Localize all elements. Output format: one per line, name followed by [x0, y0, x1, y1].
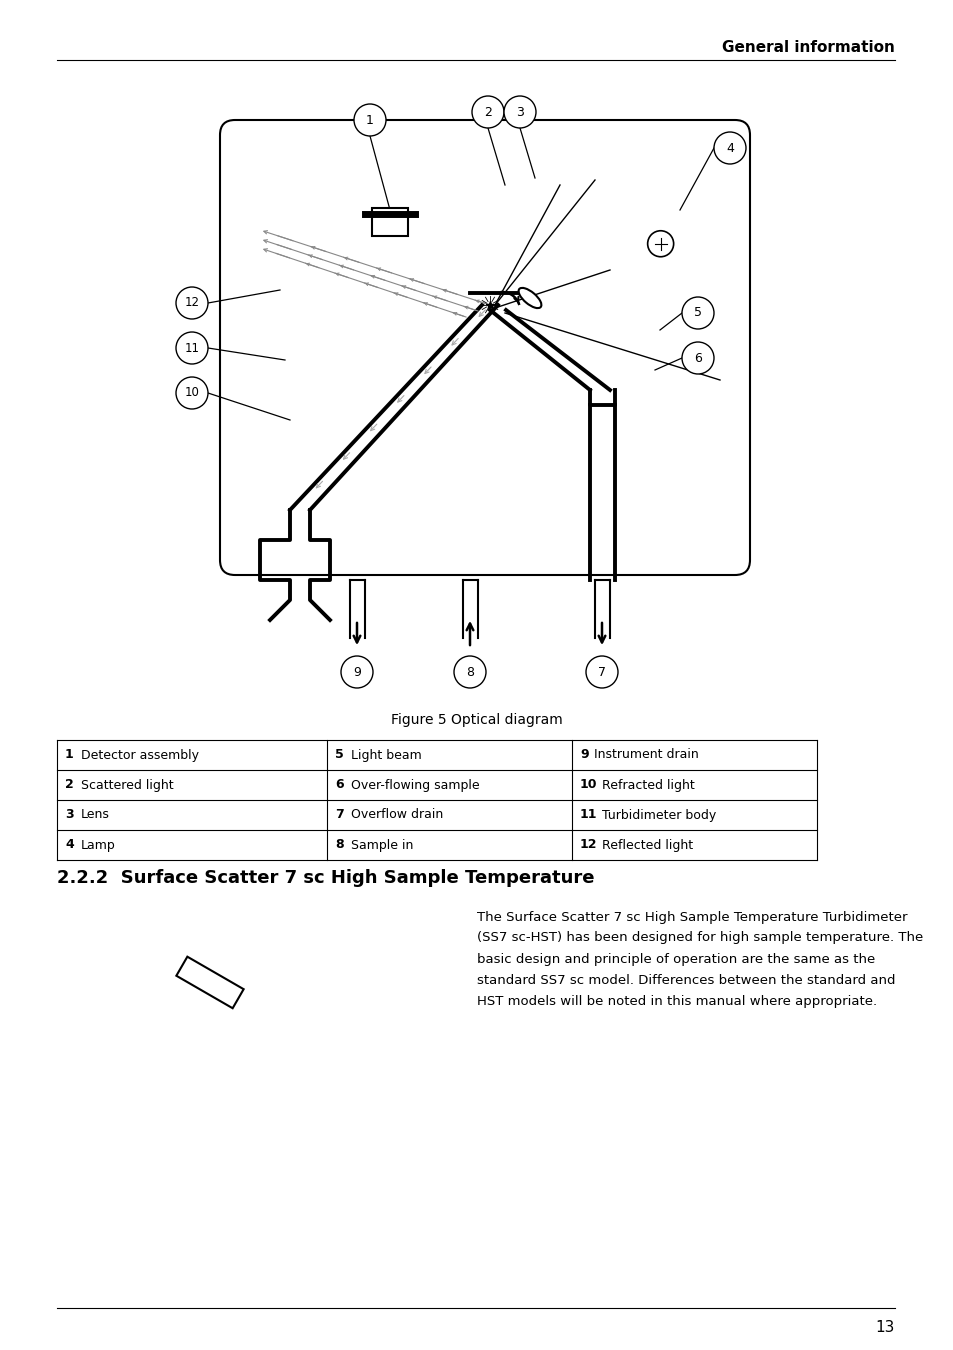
Text: Overflow drain: Overflow drain	[351, 809, 443, 822]
Text: 1: 1	[65, 748, 73, 761]
Text: HST models will be noted in this manual where appropriate.: HST models will be noted in this manual …	[476, 995, 876, 1007]
Text: 2: 2	[483, 105, 492, 119]
Circle shape	[503, 96, 536, 128]
Circle shape	[175, 377, 208, 409]
Circle shape	[175, 288, 208, 319]
Text: 5: 5	[693, 306, 701, 320]
Bar	[372, 208, 408, 236]
Text: Turbidimeter body: Turbidimeter body	[601, 809, 716, 822]
Text: 10: 10	[184, 386, 199, 400]
Text: Scattered light: Scattered light	[81, 779, 173, 791]
Text: 2: 2	[65, 779, 73, 791]
Circle shape	[340, 656, 373, 688]
Text: Lens: Lens	[81, 809, 110, 822]
Circle shape	[647, 231, 673, 256]
Text: 12: 12	[579, 838, 597, 852]
Text: 7: 7	[598, 666, 605, 679]
Text: Lamp: Lamp	[81, 838, 115, 852]
Circle shape	[354, 104, 386, 136]
Circle shape	[681, 297, 713, 329]
Text: 8: 8	[335, 838, 343, 852]
Text: 2.2.2  Surface Scatter 7 sc High Sample Temperature: 2.2.2 Surface Scatter 7 sc High Sample T…	[57, 869, 594, 887]
Text: 1: 1	[366, 113, 374, 127]
Text: 3: 3	[65, 809, 73, 822]
Text: Instrument drain: Instrument drain	[594, 748, 698, 761]
Circle shape	[713, 132, 745, 163]
Text: 11: 11	[579, 809, 597, 822]
Text: 6: 6	[694, 351, 701, 364]
Circle shape	[681, 342, 713, 374]
Text: 12: 12	[184, 297, 199, 309]
Text: 7: 7	[335, 809, 343, 822]
Text: standard SS7 sc model. Differences between the standard and: standard SS7 sc model. Differences betwe…	[476, 973, 895, 987]
Text: 11: 11	[184, 342, 199, 355]
Text: 13: 13	[875, 1320, 894, 1335]
Text: Detector assembly: Detector assembly	[81, 748, 199, 761]
Text: General information: General information	[721, 40, 894, 55]
Ellipse shape	[518, 288, 541, 308]
Circle shape	[585, 656, 618, 688]
Circle shape	[175, 332, 208, 365]
FancyBboxPatch shape	[176, 957, 243, 1008]
Text: Reflected light: Reflected light	[601, 838, 693, 852]
Text: 6: 6	[335, 779, 343, 791]
Text: 9: 9	[353, 666, 360, 679]
Text: (SS7 sc-HST) has been designed for high sample temperature. The: (SS7 sc-HST) has been designed for high …	[476, 931, 923, 945]
Text: Over-flowing sample: Over-flowing sample	[351, 779, 479, 791]
Text: Sample in: Sample in	[351, 838, 413, 852]
Text: The Surface Scatter 7 sc High Sample Temperature Turbidimeter: The Surface Scatter 7 sc High Sample Tem…	[476, 910, 906, 923]
Text: Figure 5 Optical diagram: Figure 5 Optical diagram	[391, 713, 562, 728]
Circle shape	[472, 96, 503, 128]
Text: 4: 4	[65, 838, 73, 852]
Text: Light beam: Light beam	[351, 748, 421, 761]
Text: 10: 10	[579, 779, 597, 791]
Text: Refracted light: Refracted light	[601, 779, 694, 791]
Circle shape	[454, 656, 485, 688]
Text: 3: 3	[516, 105, 523, 119]
Text: 4: 4	[725, 142, 733, 154]
Text: basic design and principle of operation are the same as the: basic design and principle of operation …	[476, 953, 874, 965]
Text: 9: 9	[579, 748, 588, 761]
Text: 8: 8	[465, 666, 474, 679]
Text: 5: 5	[335, 748, 343, 761]
